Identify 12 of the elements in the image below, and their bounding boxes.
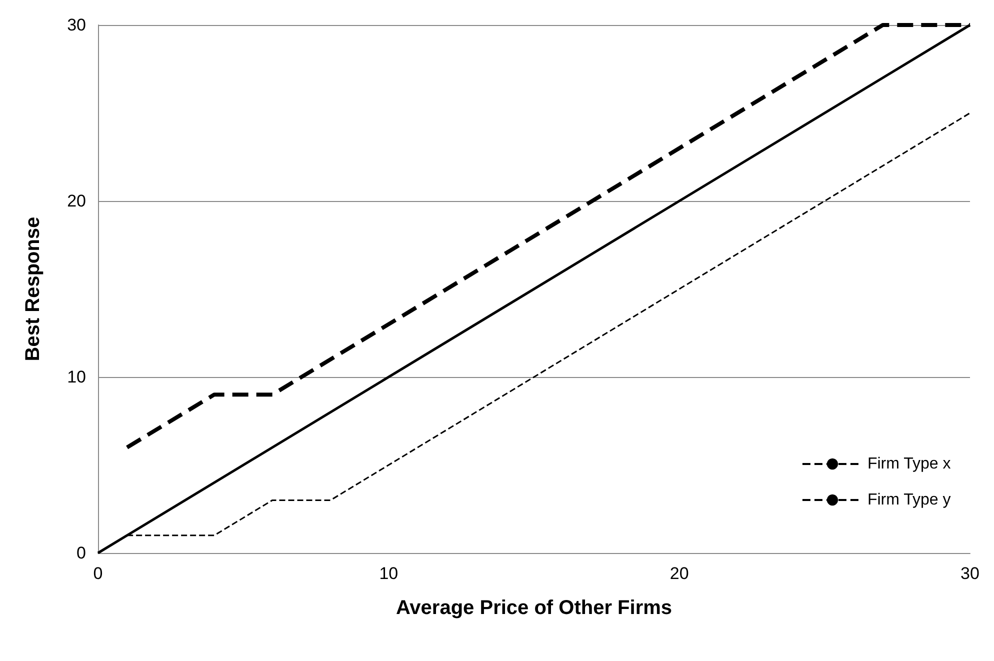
- y-tick-label: 10: [67, 368, 86, 386]
- x-axis-title: Average Price of Other Firms: [396, 597, 672, 619]
- y-tick-label: 30: [67, 16, 86, 34]
- y-tick-label: 0: [76, 544, 86, 562]
- x-tick-label: 0: [93, 564, 103, 583]
- y-axis-title: Best Response: [22, 216, 44, 362]
- x-tick-label: 30: [960, 564, 980, 583]
- legend-label: Firm Type x: [867, 456, 951, 472]
- y-tick-label: 20: [67, 192, 86, 210]
- legend-label: Firm Type y: [867, 492, 951, 508]
- x-tick-label: 20: [670, 564, 689, 583]
- x-tick-label: 10: [379, 564, 398, 583]
